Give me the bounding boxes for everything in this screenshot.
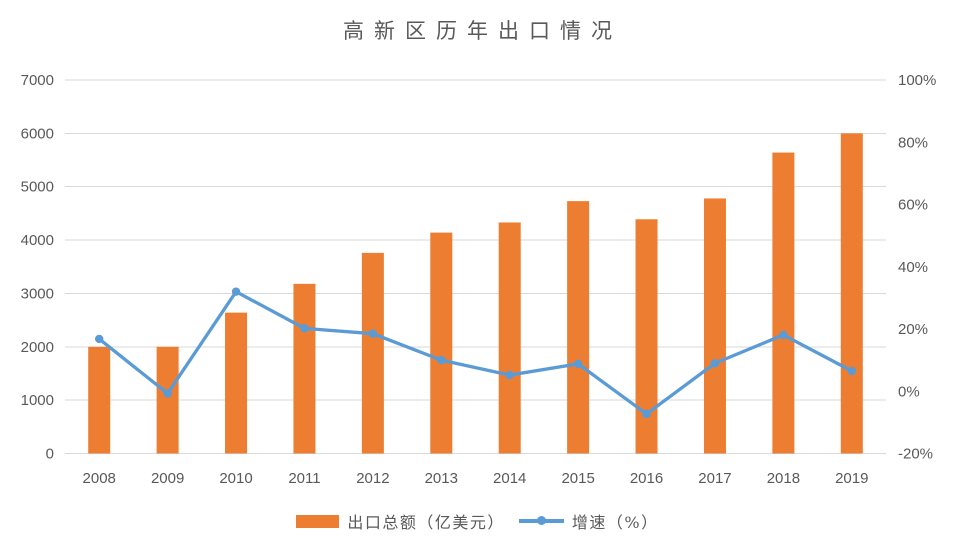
x-axis-tick-label: 2019 xyxy=(835,470,868,487)
right-axis-tick-label: 60% xyxy=(898,197,928,214)
bar-2017 xyxy=(703,198,726,454)
line-marker-2017 xyxy=(710,359,720,368)
x-axis-tick-label: 2011 xyxy=(288,470,320,487)
legend-line-swatch-icon xyxy=(518,516,564,526)
line-marker-2010 xyxy=(231,287,241,296)
left-axis-tick-label: 7000 xyxy=(21,72,54,89)
x-axis-tick-label: 2014 xyxy=(493,470,526,487)
right-axis-tick-label: 0% xyxy=(898,383,920,400)
bar-2012 xyxy=(361,252,384,454)
left-axis-tick-label: 1000 xyxy=(21,392,54,409)
line-marker-2015 xyxy=(573,359,583,369)
legend: 出口总额（亿美元） 增速（%） xyxy=(0,509,955,533)
line-marker-2008 xyxy=(95,334,104,344)
x-axis-tick-label: 2013 xyxy=(425,470,458,487)
right-axis-tick-label: 20% xyxy=(898,321,928,338)
x-axis-tick-label: 2009 xyxy=(151,470,184,487)
left-axis-tick-label: 0 xyxy=(46,446,54,463)
left-axis-tick-label: 2000 xyxy=(21,339,54,356)
legend-item-growth: 增速（%） xyxy=(518,509,659,533)
legend-label-exports: 出口总额（亿美元） xyxy=(347,513,505,532)
left-axis-tick-label: 3000 xyxy=(21,285,54,302)
legend-line-marker-icon xyxy=(536,516,546,526)
right-axis-tick-label: 80% xyxy=(898,134,928,151)
bar-2013 xyxy=(430,232,453,454)
growth-line xyxy=(97,289,854,416)
line-marker-2013 xyxy=(437,355,446,365)
line-marker-2009 xyxy=(163,389,172,398)
chart-title: 高新区历年出口情况 xyxy=(343,19,622,43)
bar-2008 xyxy=(88,346,111,454)
x-axis-tick-label: 2017 xyxy=(698,470,731,487)
x-axis-tick-label: 2012 xyxy=(356,470,389,487)
x-axis-tick-label: 2015 xyxy=(561,470,594,487)
bar-2016 xyxy=(635,219,658,454)
line-marker-2011 xyxy=(300,324,309,333)
line-marker-2016 xyxy=(642,409,651,419)
line-marker-2012 xyxy=(368,329,378,338)
bar-2015 xyxy=(567,201,590,454)
x-axis-tick-label: 2010 xyxy=(219,470,252,487)
left-axis-tick-label: 6000 xyxy=(21,125,54,142)
line-marker-2018 xyxy=(779,330,788,340)
x-axis-tick-label: 2018 xyxy=(767,470,800,487)
bar-2018 xyxy=(772,152,795,454)
line-marker-2014 xyxy=(505,370,514,380)
legend-item-exports: 出口总额（亿美元） xyxy=(296,509,505,533)
bar-2009 xyxy=(156,346,179,454)
bar-2019 xyxy=(840,133,863,454)
right-axis-tick-label: -20% xyxy=(898,446,933,463)
x-axis-tick-label: 2008 xyxy=(83,470,116,487)
right-axis-tick-label: 40% xyxy=(898,259,928,276)
bar-2014 xyxy=(498,222,521,454)
left-axis-tick-label: 4000 xyxy=(21,232,54,249)
bar-2010 xyxy=(225,312,248,454)
right-axis-tick-label: 100% xyxy=(898,72,936,89)
bar-2011 xyxy=(293,283,316,454)
line-marker-2019 xyxy=(847,366,856,376)
x-axis-tick-label: 2016 xyxy=(630,470,663,487)
legend-label-growth: 增速（%） xyxy=(571,513,659,532)
legend-bar-swatch-icon xyxy=(296,514,340,528)
left-axis-tick-label: 5000 xyxy=(21,179,54,196)
